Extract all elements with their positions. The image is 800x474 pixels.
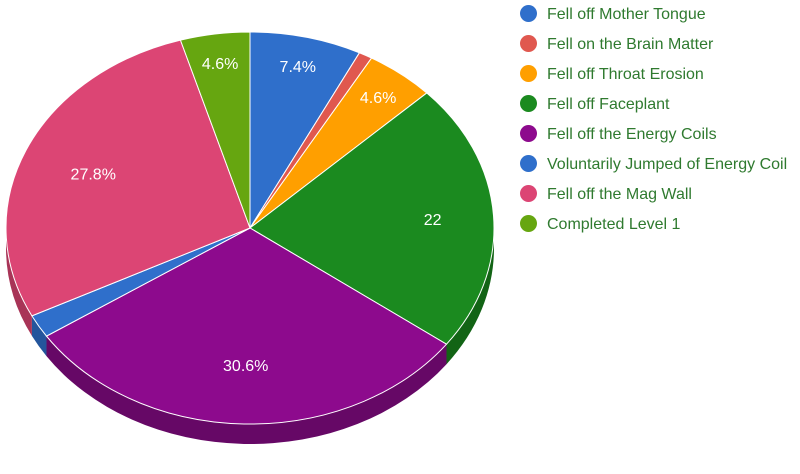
legend-item[interactable]: Fell off Faceplant	[520, 94, 800, 116]
legend-swatch	[520, 125, 537, 142]
pie-slice[interactable]	[45, 227, 448, 425]
legend-item[interactable]: Fell off Mother Tongue	[520, 4, 800, 26]
legend-label: Fell off the Energy Coils	[547, 126, 717, 143]
legend-item[interactable]: Voluntarily Jumped of Energy Coil	[520, 154, 800, 176]
slice-value-label: 7.4%	[280, 59, 316, 76]
legend-label: Fell off the Mag Wall	[547, 186, 692, 203]
legend-item[interactable]: Fell off the Mag Wall	[520, 184, 800, 206]
legend-swatch	[520, 95, 537, 112]
legend-label: Voluntarily Jumped of Energy Coil	[547, 156, 788, 173]
slice-value-label: 30.6%	[223, 358, 268, 375]
pie-slice[interactable]	[5, 39, 251, 317]
slice-value-label: 22	[424, 212, 442, 229]
legend-swatch	[520, 155, 537, 172]
legend-swatch	[520, 215, 537, 232]
legend-swatch	[520, 65, 537, 82]
legend-label: Fell off Throat Erosion	[547, 66, 704, 83]
pie-slice-side	[5, 228, 32, 336]
pie-slice-side	[31, 315, 47, 357]
slice-value-label: 27.8%	[71, 167, 116, 184]
legend-label: Completed Level 1	[547, 216, 681, 233]
legend-item[interactable]: Fell on the Brain Matter	[520, 34, 800, 56]
legend-label: Fell on the Brain Matter	[547, 36, 714, 53]
legend-item[interactable]: Fell off the Energy Coils	[520, 124, 800, 146]
pie-slice[interactable]	[249, 31, 361, 230]
legend-item[interactable]: Fell off Throat Erosion	[520, 64, 800, 86]
pie-slice[interactable]	[249, 92, 495, 345]
legend-label: Fell off Mother Tongue	[547, 6, 706, 23]
legend-swatch	[520, 185, 537, 202]
legend-item[interactable]: Completed Level 1	[520, 214, 800, 236]
legend-swatch	[520, 35, 537, 52]
pie-slice-side	[46, 336, 447, 444]
slice-value-label: 4.6%	[202, 56, 238, 73]
pie-slice[interactable]	[179, 31, 251, 229]
legend-swatch	[520, 5, 537, 22]
slice-value-label: 4.6%	[360, 90, 396, 107]
chart-legend: Fell off Mother Tongue Fell on the Brain…	[520, 4, 800, 244]
legend-label: Fell off Faceplant	[547, 96, 670, 113]
